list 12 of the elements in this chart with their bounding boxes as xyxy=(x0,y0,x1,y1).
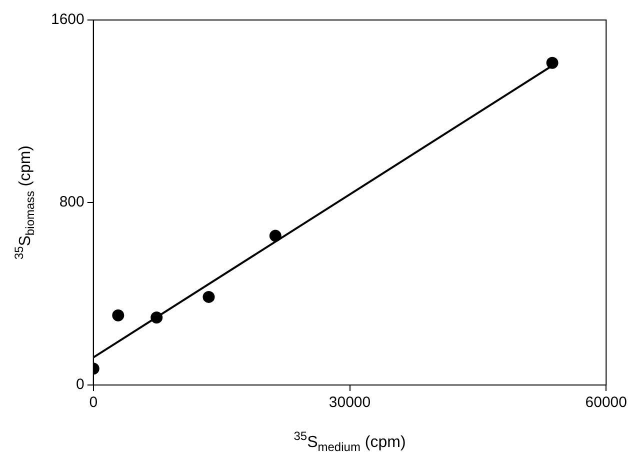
x-tick-label: 0 xyxy=(89,394,98,412)
y-tick-label: 800 xyxy=(59,194,84,211)
point xyxy=(150,311,163,324)
point xyxy=(112,309,124,322)
y-tick-label: 1600 xyxy=(50,11,84,28)
x-tick-label: 60000 xyxy=(585,394,628,412)
x-tick-label: 30000 xyxy=(328,394,371,412)
point xyxy=(269,230,282,242)
point xyxy=(202,290,215,303)
point xyxy=(546,56,558,69)
y-axis-title: 35Sbiomass (cpm) xyxy=(12,145,37,260)
y-tick-label: 0 xyxy=(76,376,84,394)
